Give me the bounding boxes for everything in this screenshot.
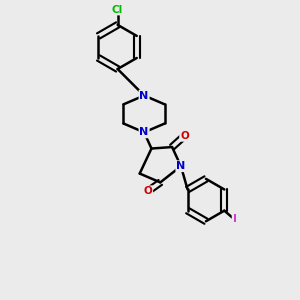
Text: O: O — [180, 131, 189, 141]
Text: N: N — [140, 91, 149, 100]
Text: I: I — [232, 214, 237, 224]
Text: O: O — [144, 186, 152, 196]
Text: N: N — [140, 127, 149, 137]
Text: Cl: Cl — [112, 4, 123, 14]
Text: N: N — [176, 161, 185, 171]
